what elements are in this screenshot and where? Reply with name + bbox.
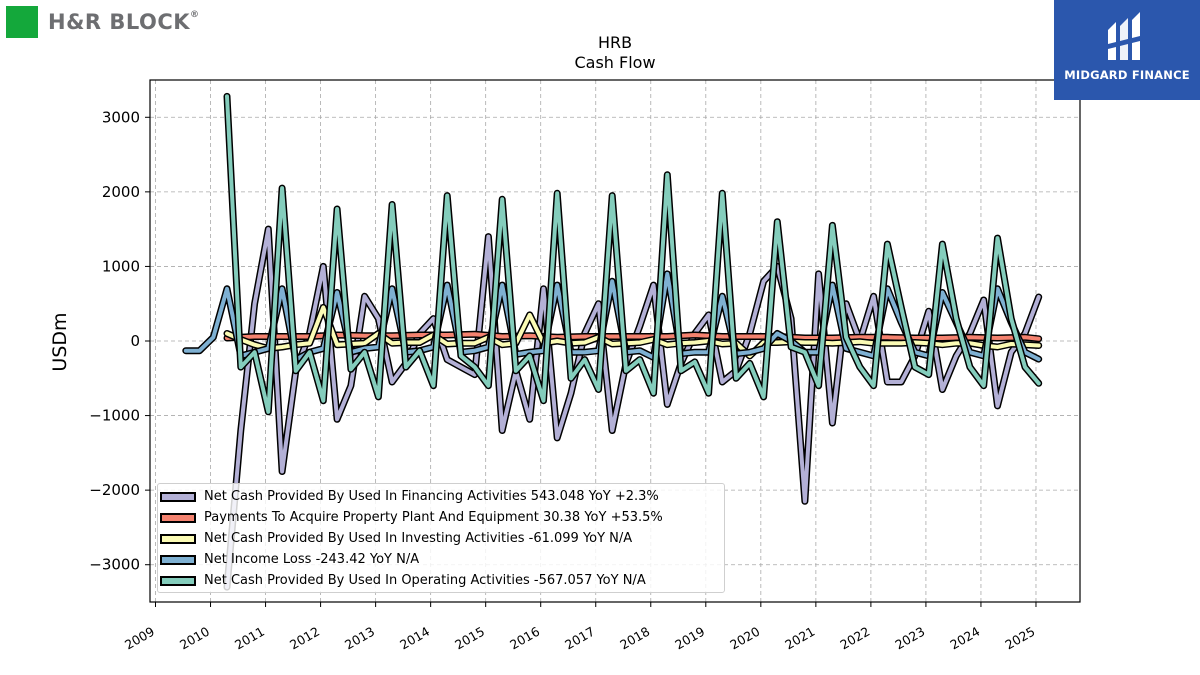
x-tick-label: 2011	[232, 624, 267, 653]
x-tick-label: 2016	[507, 624, 542, 653]
legend-item: Payments To Acquire Property Plant And E…	[158, 507, 724, 528]
x-tick-label: 2010	[177, 624, 212, 653]
legend-label: Net Cash Provided By Used In Operating A…	[204, 573, 646, 588]
y-tick-label: 0	[130, 332, 140, 350]
y-tick-label: −2000	[89, 481, 140, 499]
x-axis-ticks: 2009 2010 2011 2012 2013 2014 2015 2016 2017 2018…	[122, 602, 1037, 653]
series-line	[225, 332, 1041, 341]
legend-swatch	[160, 491, 196, 502]
y-tick-label: −3000	[89, 556, 140, 574]
legend-label: Net Cash Provided By Used In Financing A…	[204, 489, 659, 504]
y-axis-ticks: −3000 −2000 −1000 0 1000 2000 3000	[89, 108, 150, 574]
legend-label: Net Income Loss -243.42 YoY N/A	[204, 552, 420, 567]
x-tick-label: 2015	[452, 624, 487, 653]
x-tick-label: 2018	[617, 624, 652, 653]
x-tick-label: 2014	[397, 624, 432, 653]
chart-subtitle: Cash Flow	[574, 53, 655, 72]
x-tick-label: 2025	[1002, 624, 1037, 653]
series-4	[223, 92, 1043, 416]
x-tick-label: 2022	[837, 624, 872, 653]
series-line	[225, 94, 1041, 414]
series-layer	[182, 92, 1043, 591]
legend-swatch	[160, 512, 196, 523]
legend-swatch	[160, 533, 196, 544]
midgard-logo-icon	[1108, 12, 1140, 60]
y-tick-label: 2000	[102, 183, 140, 201]
legend-label: Net Cash Provided By Used In Investing A…	[204, 531, 633, 546]
x-tick-label: 2019	[672, 624, 707, 653]
legend-item: Net Cash Provided By Used In Operating A…	[158, 570, 724, 591]
midgard-logo-text: MIDGARD FINANCE	[1064, 68, 1190, 82]
x-tick-label: 2023	[892, 624, 927, 653]
hr-block-logo: H&R BLOCK®	[6, 6, 200, 38]
x-tick-label: 2017	[562, 624, 597, 653]
series-line	[225, 305, 1041, 358]
legend-swatch	[160, 554, 196, 565]
hr-block-logo-square	[6, 6, 38, 38]
chart-legend: Net Cash Provided By Used In Financing A…	[157, 483, 725, 593]
midgard-finance-logo: MIDGARD FINANCE	[1054, 0, 1200, 100]
legend-item: Net Cash Provided By Used In Investing A…	[158, 528, 724, 549]
legend-item: Net Income Loss -243.42 YoY N/A	[158, 549, 724, 570]
series-1	[223, 330, 1043, 343]
legend-label: Payments To Acquire Property Plant And E…	[204, 510, 663, 525]
legend-item: Net Cash Provided By Used In Financing A…	[158, 486, 724, 507]
legend-swatch	[160, 575, 196, 586]
x-tick-label: 2012	[287, 624, 322, 653]
series-2	[223, 303, 1043, 360]
y-tick-label: 3000	[102, 108, 140, 126]
chart-title: HRB	[598, 33, 632, 52]
y-axis-label: USDm	[49, 312, 71, 371]
x-tick-label: 2021	[782, 624, 817, 653]
x-tick-label: 2009	[122, 624, 157, 653]
y-tick-label: −1000	[89, 407, 140, 425]
y-tick-label: 1000	[102, 257, 140, 275]
x-tick-label: 2020	[727, 624, 762, 653]
hr-block-logo-text: H&R BLOCK®	[48, 10, 200, 34]
x-tick-label: 2013	[342, 624, 377, 653]
x-tick-label: 2024	[947, 624, 982, 653]
